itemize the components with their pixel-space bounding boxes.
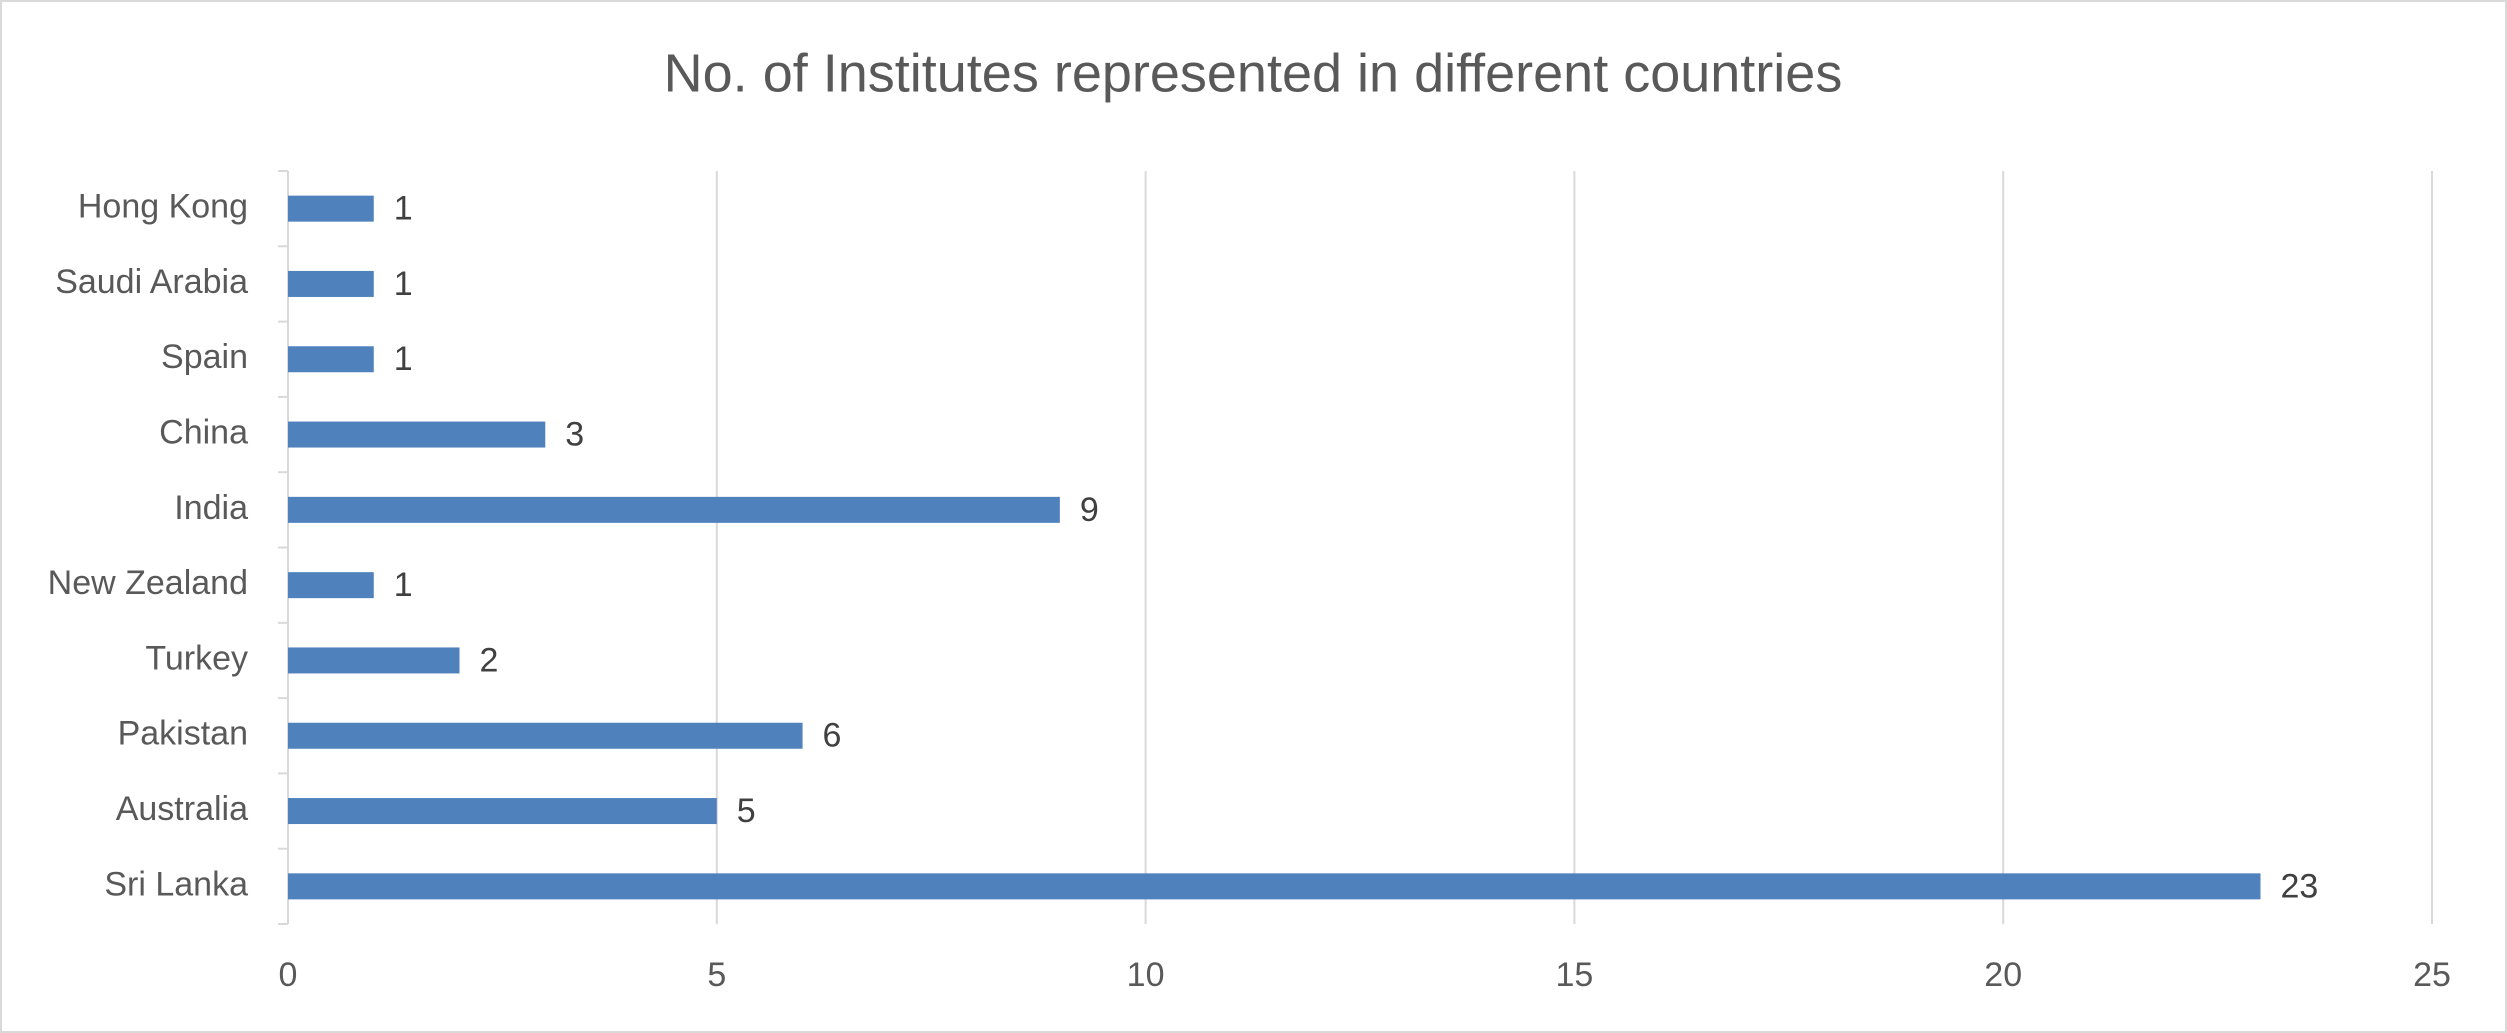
y-tick-label: Pakistan (118, 715, 248, 753)
data-label: 1 (394, 265, 413, 303)
x-tick-label: 25 (2413, 956, 2451, 994)
bar (288, 722, 803, 749)
bar (288, 346, 374, 373)
bar (288, 572, 374, 599)
x-tick-label: 0 (279, 956, 298, 994)
x-tick-label: 20 (1984, 956, 2022, 994)
x-tick-label: 10 (1127, 956, 1165, 994)
data-label: 6 (823, 717, 842, 755)
data-label: 1 (394, 190, 413, 228)
bar (288, 195, 374, 222)
data-label: 1 (394, 340, 413, 378)
y-tick-label: India (174, 489, 248, 527)
y-tick-label: China (159, 414, 248, 452)
bar (288, 421, 546, 448)
y-tick-label: Spain (161, 338, 248, 376)
y-tick-label: Hong Kong (78, 188, 248, 226)
bar (288, 270, 374, 297)
bar (288, 798, 717, 825)
data-label: 23 (2280, 867, 2318, 905)
data-label: 1 (394, 566, 413, 604)
data-label: 3 (565, 416, 584, 454)
y-tick-label: Australia (116, 790, 248, 828)
y-tick-label: Saudi Arabia (55, 263, 248, 301)
bar (288, 873, 2261, 900)
y-tick-label: Turkey (145, 639, 248, 677)
x-tick-label: 5 (707, 956, 726, 994)
bar (288, 496, 1060, 523)
data-label: 9 (1080, 491, 1099, 529)
data-label: 5 (737, 792, 756, 830)
x-tick-label: 15 (1555, 956, 1593, 994)
y-tick-label: Sri Lanka (104, 865, 248, 903)
data-label: 2 (480, 641, 499, 679)
y-tick-label: New Zealand (48, 564, 248, 602)
bar (288, 647, 460, 674)
chart-title: No. of Institutes represented in differe… (664, 43, 1843, 103)
